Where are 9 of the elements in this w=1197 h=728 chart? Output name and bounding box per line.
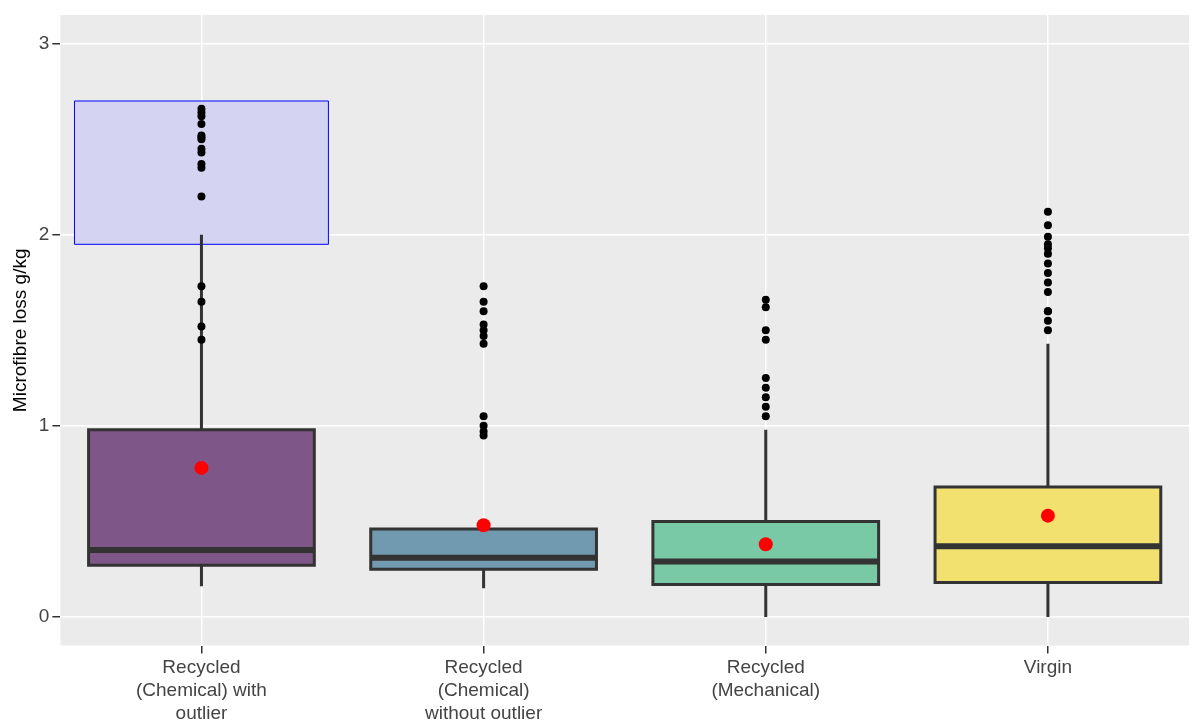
x-tick-label: Recycled (Chemical) with outlier xyxy=(135,656,267,723)
y-axis-title: Microfibre loss g/kg xyxy=(8,248,30,413)
x-tick-label: Virgin xyxy=(1023,656,1073,678)
x-tick-label: Recycled (Mechanical) xyxy=(711,656,821,701)
y-tick-label: 1 xyxy=(38,414,50,436)
y-tick-label: 3 xyxy=(38,31,50,53)
y-tick-label: 0 xyxy=(38,605,50,627)
x-tick-label: Recycled (Chemical) without outlier xyxy=(423,656,543,723)
y-tick-label: 2 xyxy=(38,222,50,244)
